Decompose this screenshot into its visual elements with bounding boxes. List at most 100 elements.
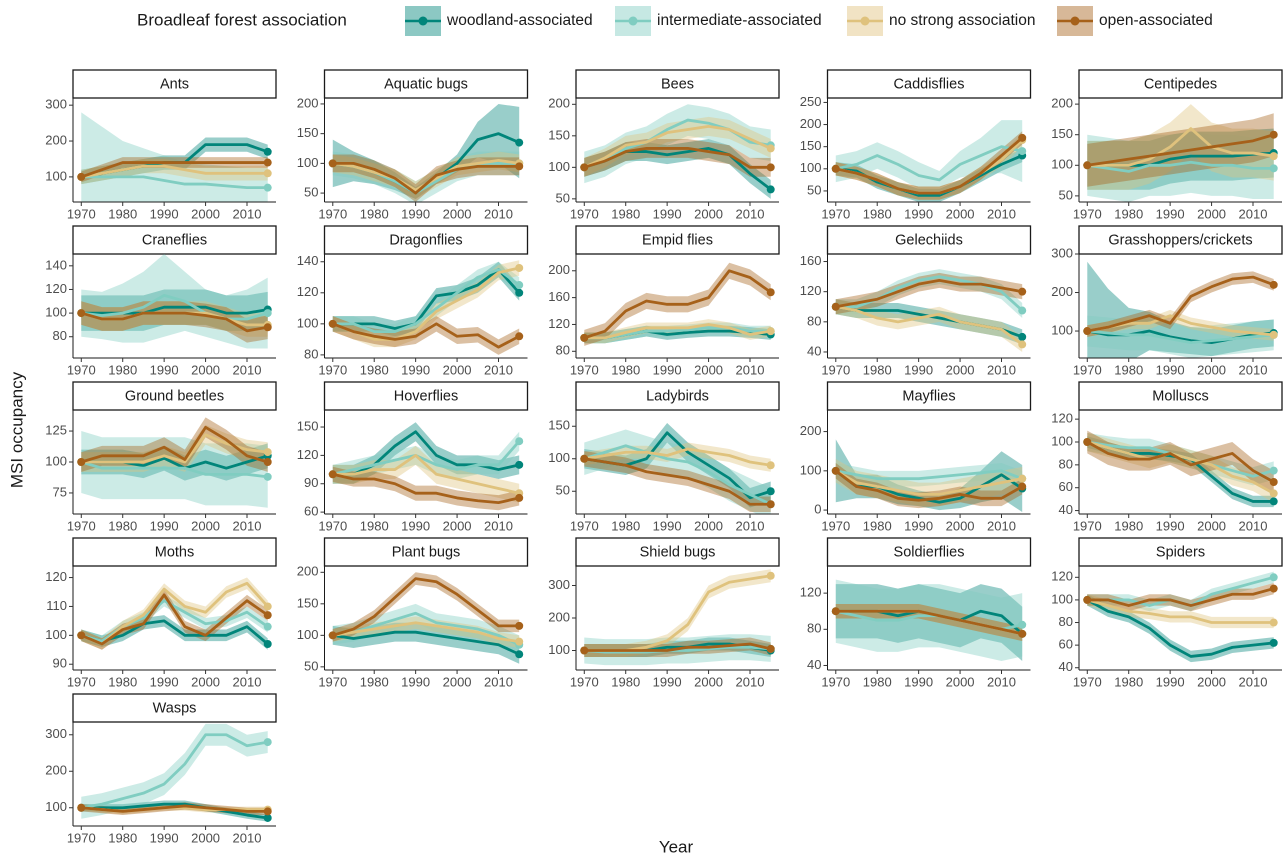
y-tick-label: 60 — [1059, 479, 1073, 494]
x-tick-label: 1990 — [150, 674, 179, 689]
trend-line — [332, 161, 520, 195]
confidence-band — [1087, 430, 1274, 494]
x-tick-label: 1990 — [1156, 518, 1185, 533]
y-tick-label: 100 — [1051, 157, 1073, 172]
panel-plot — [77, 112, 272, 202]
x-tick-label: 1970 — [67, 518, 96, 533]
trend-line — [80, 311, 268, 333]
endpoint — [515, 650, 524, 659]
x-tick-label: 2010 — [484, 518, 513, 533]
x-tick-label: 1990 — [1156, 206, 1185, 221]
endpoint — [766, 644, 775, 653]
endpoint — [515, 288, 524, 297]
y-tick-label: 120 — [297, 284, 319, 299]
strip — [575, 381, 780, 411]
panel-plot — [1083, 430, 1278, 508]
strip — [826, 381, 1032, 411]
y-tick-label: 150 — [297, 595, 319, 610]
y-tick-label: 300 — [548, 577, 570, 592]
x-tick-label: 1990 — [401, 206, 430, 221]
trend-line — [584, 642, 772, 652]
endpoint — [766, 144, 775, 153]
endpoint — [515, 493, 524, 502]
endpoint — [77, 172, 86, 181]
endpoint — [328, 319, 337, 328]
confidence-band — [81, 289, 268, 331]
x-tick-label: 2010 — [484, 206, 513, 221]
y-tick-label: 100 — [45, 453, 67, 468]
endpoint — [766, 185, 775, 194]
strip — [1078, 69, 1283, 99]
endpoint — [1018, 306, 1027, 315]
y-tick-label: 40 — [1059, 502, 1073, 517]
panel-plot — [580, 569, 775, 666]
y-tick-label: 200 — [548, 262, 570, 277]
x-tick-label: 1970 — [570, 518, 599, 533]
endpoint — [263, 323, 272, 332]
confidence-band — [835, 269, 1023, 319]
y-tick-label: 100 — [548, 642, 570, 657]
endpoint — [1269, 497, 1278, 506]
x-tick-label: 2010 — [233, 830, 262, 845]
trend-line — [1087, 275, 1275, 333]
y-tick-label: 200 — [548, 609, 570, 624]
legend-key-dot — [418, 16, 428, 26]
endpoint — [1269, 152, 1278, 161]
x-tick-label: 2000 — [443, 518, 472, 533]
endpoint — [263, 807, 272, 816]
x-tick-label: 2000 — [1197, 674, 1226, 689]
panel-title: Bees — [661, 76, 694, 92]
trend-line — [1086, 440, 1275, 484]
endpoint — [766, 163, 775, 172]
endpoint — [263, 147, 272, 156]
x-tick-label: 2010 — [987, 518, 1016, 533]
confidence-band — [1087, 594, 1274, 663]
y-tick-label: 50 — [304, 185, 318, 200]
endpoint — [1018, 332, 1027, 341]
x-tick-label: 1980 — [611, 206, 640, 221]
x-tick-label: 2010 — [736, 362, 765, 377]
legend-label: woodland-associated — [446, 12, 593, 29]
panel-plot — [1083, 104, 1278, 202]
y-tick-label: 120 — [297, 447, 319, 462]
x-tick-label: 2010 — [1239, 518, 1268, 533]
panel-plot — [328, 260, 524, 355]
strip — [323, 69, 529, 99]
endpoint — [1018, 620, 1027, 629]
y-tick-label: 0 — [814, 502, 821, 517]
panel-plot — [1083, 261, 1278, 358]
x-tick-label: 2010 — [484, 674, 513, 689]
panel-plot — [77, 577, 272, 650]
y-tick-label: 200 — [800, 116, 822, 131]
strip — [72, 537, 277, 567]
x-tick-label: 2010 — [987, 674, 1016, 689]
x-tick-label: 1980 — [863, 518, 892, 533]
endpoint — [515, 637, 524, 646]
trend-line — [332, 611, 520, 647]
trend-line — [80, 425, 269, 464]
confidence-band — [332, 260, 520, 348]
x-tick-label: 2010 — [1239, 674, 1268, 689]
x-tick-label: 1980 — [108, 518, 137, 533]
legend-label: intermediate-associated — [657, 12, 822, 29]
trend-line — [332, 453, 520, 495]
y-tick-label: 75 — [53, 484, 67, 499]
panel-plot — [77, 417, 272, 508]
y-tick-label: 50 — [556, 483, 570, 498]
legend-key-dot — [860, 16, 870, 26]
x-tick-label: 2010 — [484, 362, 513, 377]
x-tick-label: 1980 — [108, 362, 137, 377]
strip — [575, 225, 780, 255]
endpoint — [515, 621, 524, 630]
panel-title: Molluscs — [1152, 388, 1208, 404]
confidence-band — [81, 723, 268, 819]
endpoint — [77, 803, 86, 812]
y-tick-label: 300 — [45, 97, 67, 112]
panel-title: Wasps — [153, 700, 197, 716]
x-tick-label: 2000 — [946, 518, 975, 533]
endpoint — [1269, 330, 1278, 339]
x-tick-label: 1980 — [108, 206, 137, 221]
trend-line — [1087, 160, 1274, 173]
y-tick-label: 200 — [45, 132, 67, 147]
y-tick-label: 80 — [1059, 456, 1073, 471]
